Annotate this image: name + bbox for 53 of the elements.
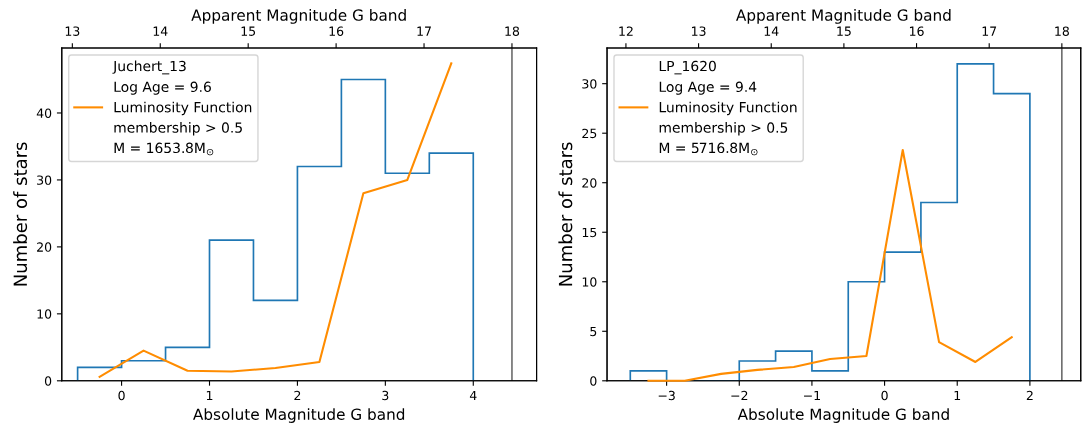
x2-tick-label: 12 [619,26,633,36]
x2-tick-label: 16 [329,26,344,36]
legend-label: Luminosity Function [114,101,252,116]
y-tick-label: 40 [36,108,52,118]
y-tick-label: 30 [37,175,52,185]
x2-tick-label: 15 [241,26,256,36]
x2-tick-label: 17 [417,26,431,36]
y-axis-title: Number of stars [13,142,28,286]
x-tick-label: 1 [206,390,213,401]
x2-tick-label: 14 [764,26,779,36]
x2-tick-label: 18 [505,26,520,36]
legend-label: Luminosity Function [659,101,797,116]
annotation: membership > 0.5 [659,122,788,136]
x2-axis-title: Apparent Magnitude G band [191,9,406,24]
x2-tick-label: 15 [837,26,851,36]
annotation: Log Age = 9.4 [659,81,757,95]
x-tick-label: −3 [658,390,675,401]
y-tick-label: 5 [590,326,597,337]
annotation: Juchert_13 [112,60,186,75]
x-tick-label: 0 [881,390,888,401]
x2-axis-title: Apparent Magnitude G band [736,9,951,24]
x-axis-title: Absolute Magnitude G band [193,408,405,423]
annotation: M = 1653.8M$_{⊙}$ [114,142,214,156]
y-tick-label: 15 [582,227,597,238]
annotation: M = 5716.8M$_{⊙}$ [659,142,758,156]
annotation: Log Age = 9.6 [114,81,211,95]
x2-tick-label: 13 [65,26,80,36]
x-tick-label: −2 [731,390,748,401]
x-tick-label: 4 [469,390,477,401]
y-tick-label: 20 [37,242,52,252]
x-tick-label: 2 [1026,390,1033,401]
x2-tick-label: 18 [1055,26,1069,36]
x2-tick-label: 13 [692,26,706,36]
x2-tick-label: 16 [909,26,924,36]
y-axis-title: Number of stars [558,142,573,286]
line-series [98,62,453,378]
x-axis-title: Absolute Magnitude G band [737,408,949,423]
x-tick-label: 1 [954,390,961,401]
annotation: membership > 0.5 [114,122,242,136]
y-tick-label: 20 [582,178,597,188]
x-tick-label: 0 [118,390,125,401]
x2-tick-label: 14 [153,26,168,36]
y-tick-label: 25 [582,128,597,139]
x2-tick-label: 17 [982,26,997,36]
annotation: LP_1620 [659,60,716,75]
x-tick-label: 2 [294,390,301,401]
y-tick-label: 10 [582,277,597,287]
y-tick-label: 0 [44,376,52,386]
y-tick-label: 30 [582,79,597,89]
x-tick-label: 3 [382,390,389,401]
x-tick-label: −1 [804,390,820,401]
y-tick-label: 10 [37,309,52,319]
y-tick-label: 0 [590,376,597,386]
